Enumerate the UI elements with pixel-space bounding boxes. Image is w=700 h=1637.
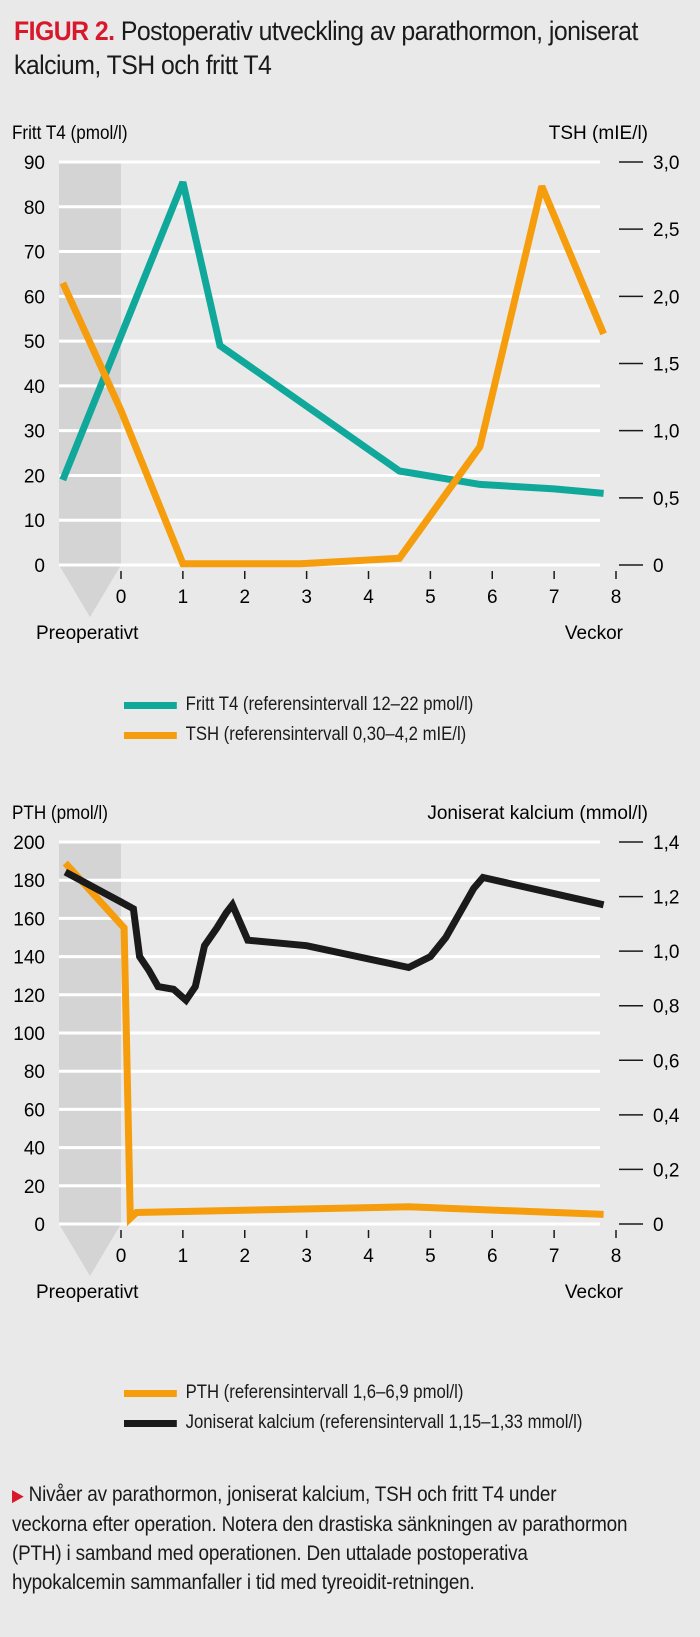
y-tick-label-right: 0,6 [653,1051,679,1072]
legend-label-t4: Fritt T4 (referensintervall 12–22 pmol/l… [185,694,474,715]
x-tick-label: 8 [611,1246,622,1267]
y-tick-label-left: 60 [24,1100,45,1121]
legend-thyroid: Fritt T4 (referensintervall 12–22 pmol/l… [124,690,473,750]
y-tick-label-right: 0 [653,1215,664,1236]
figure-title: FIGUR 2. Postoperativ utveckling av para… [14,14,640,82]
y-axis-title-left: PTH (pmol/l) [12,802,108,823]
y-tick-label-left: 70 [24,243,45,264]
legend-item-tsh: TSH (referensintervall 0,30–4,2 mIE/l) [124,720,473,750]
chart-pth-calcium: PTH (pmol/l) Joniserat kalcium (mmol/l) 0 2… [12,802,680,1303]
preop-arrow-icon [59,1224,121,1276]
y-tick-label-right: 0,2 [653,1160,679,1181]
x-axis-title: Veckor [565,1282,624,1303]
figure-caption: ▶ Nivåer av parathormon, joniserat kalci… [12,1480,633,1597]
x-tick-label: 7 [549,1246,560,1267]
y-tick-label-left: 60 [24,287,45,308]
y-axis-title-left: Fritt T4 (pmol/l) [12,122,128,143]
x-tick-label: 4 [363,1246,374,1267]
y-tick-label-left: 30 [24,422,45,443]
legend-swatch-calcium [124,1419,177,1427]
preop-label: Preoperativt [36,623,139,644]
y-tick-label-right: 1,4 [653,833,680,854]
y-tick-label-left: 40 [24,1139,45,1160]
x-tick-label: 5 [425,1246,436,1267]
y-tick-label-right: 1,0 [653,942,679,963]
series-line-0 [62,860,604,1227]
chart-thyroid: Fritt T4 (pmol/l) TSH (mIE/l)010203040506… [12,122,679,644]
x-tick-label: 3 [301,1246,312,1267]
y-tick-label-left: 20 [24,466,45,487]
legend-item-t4: Fritt T4 (referensintervall 12–22 pmol/l… [124,690,473,720]
x-tick-label: 2 [239,587,250,608]
y-tick-label-right: 1,2 [653,888,679,909]
x-tick-label: 3 [301,587,312,608]
figure-label: FIGUR 2. [14,16,115,46]
x-tick-label: 0 [116,587,127,608]
legend-swatch-t4 [124,701,177,709]
x-tick-label: 5 [425,587,436,608]
x-tick-label: 8 [611,587,622,608]
y-tick-label-right: 0 [653,556,664,577]
y-tick-label-right: 2,0 [653,287,679,308]
x-tick-label: 7 [549,587,560,608]
preop-label: Preoperativt [36,1282,139,1303]
preop-arrow-icon [59,565,121,617]
x-tick-label: 2 [239,1246,250,1267]
y-tick-label-right: 1,5 [653,355,679,376]
series-line-1 [59,184,607,568]
y-tick-label-left: 80 [24,198,45,219]
y-tick-label-right: 0,5 [653,489,679,510]
caption-text: Nivåer av parathormon, joniserat kalcium… [12,1483,628,1594]
y-tick-label-left: 40 [24,377,45,398]
y-tick-label-left: 10 [24,511,45,532]
x-tick-label: 4 [363,587,374,608]
legend-label-pth: PTH (referensintervall 1,6–6,9 pmol/l) [185,1382,464,1403]
legend-item-pth: PTH (referensintervall 1,6–6,9 pmol/l) [124,1378,582,1408]
x-tick-label: 6 [487,587,498,608]
series-line-0 [59,180,604,497]
y-tick-label-left: 200 [13,833,45,854]
y-tick-label-left: 20 [24,1177,45,1198]
legend-swatch-tsh [124,731,177,739]
y-tick-label-left: 180 [13,871,45,892]
y-tick-label-right: 3,0 [653,153,679,174]
legend-label-tsh: TSH (referensintervall 0,30–4,2 mIE/l) [185,724,467,745]
y-tick-label-left: 160 [13,909,45,930]
y-axis-title-right: TSH (mIE/l) [549,123,648,144]
legend-pth-calcium: PTH (referensintervall 1,6–6,9 pmol/l) J… [124,1378,582,1438]
y-tick-label-left: 120 [13,986,45,1007]
y-tick-label-right: 0,4 [653,1106,680,1127]
y-tick-label-left: 0 [34,556,45,577]
y-tick-label-left: 140 [13,948,45,969]
caption-arrow-icon: ▶ [12,1486,24,1505]
y-tick-label-left: 0 [34,1215,45,1236]
legend-label-calcium: Joniserat kalcium (referensintervall 1,1… [185,1412,583,1433]
y-tick-label-right: 0,8 [653,997,679,1018]
x-tick-label: 1 [178,587,189,608]
y-tick-label-left: 100 [13,1024,45,1045]
y-tick-label-right: 2,5 [653,220,679,241]
y-tick-label-left: 50 [24,332,45,353]
x-tick-label: 1 [178,1246,189,1267]
x-tick-label: 6 [487,1246,498,1267]
figure-title-text: Postoperativ utveckling av parathormon, … [14,16,638,80]
y-axis-title-right: Joniserat kalcium (mmol/l) [427,803,648,824]
series-line-1 [63,868,605,1006]
x-axis-title: Veckor [565,623,624,644]
y-tick-label-right: 1,0 [653,422,679,443]
y-tick-label-left: 80 [24,1062,45,1083]
legend-swatch-pth [124,1389,177,1397]
x-tick-label: 0 [116,1246,127,1267]
legend-item-calcium: Joniserat kalcium (referensintervall 1,1… [124,1408,582,1438]
y-tick-label-left: 90 [24,153,45,174]
